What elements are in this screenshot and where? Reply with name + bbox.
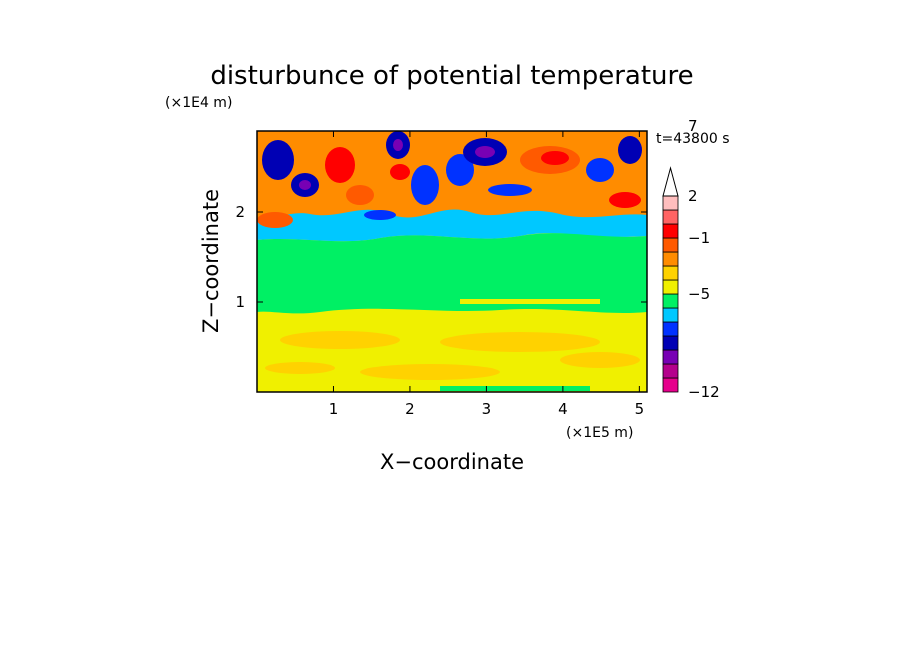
x-tick-label: 3 xyxy=(482,400,492,418)
colorbar-swatch xyxy=(662,293,679,309)
x-tick-label: 4 xyxy=(558,400,568,418)
colorbar-swatch xyxy=(662,321,679,337)
time-label: t=43800 s xyxy=(656,131,730,147)
colorbar-label: −5 xyxy=(688,285,710,303)
x-axis: 1 2 3 4 5 xyxy=(329,131,644,418)
y-axis: 12 xyxy=(235,203,647,311)
y-scale-label: (×1E4 m) xyxy=(165,95,232,111)
x-axis-label: X−coordinate xyxy=(380,450,524,474)
x-scale-label: (×1E5 m) xyxy=(566,425,633,441)
heatmap-field xyxy=(257,131,647,392)
colorbar-swatch xyxy=(662,251,679,267)
x-tick-label: 1 xyxy=(329,400,339,418)
colorbar-label: −12 xyxy=(688,383,720,401)
colorbar-swatch xyxy=(662,279,679,295)
colorbar-swatch xyxy=(662,335,679,351)
y-axis-label: Z−coordinate xyxy=(199,189,223,333)
x-tick-label: 2 xyxy=(405,400,415,418)
colorbar: 7 2 −1 −5 −12 xyxy=(662,117,720,401)
colorbar-swatch xyxy=(662,195,679,211)
colorbar-label: 7 xyxy=(688,117,698,135)
colorbar-label: −1 xyxy=(688,229,710,247)
colorbar-extend-arrow xyxy=(662,166,679,197)
colorbar-swatch xyxy=(662,377,679,393)
y-tick-label: 2 xyxy=(235,203,245,221)
x-tick-label: 5 xyxy=(635,400,645,418)
colorbar-swatch xyxy=(662,363,679,379)
colorbar-swatch xyxy=(662,209,679,225)
colorbar-swatch xyxy=(662,349,679,365)
chart-title: disturbunce of potential temperature xyxy=(210,61,693,91)
colorbar-swatch xyxy=(662,223,679,239)
colorbar-swatch xyxy=(662,237,679,253)
plot-frame xyxy=(256,130,648,393)
colorbar-swatch xyxy=(662,265,679,281)
colorbar-swatch xyxy=(662,307,679,323)
y-tick-label: 1 xyxy=(235,293,245,311)
colorbar-label: 2 xyxy=(688,187,698,205)
